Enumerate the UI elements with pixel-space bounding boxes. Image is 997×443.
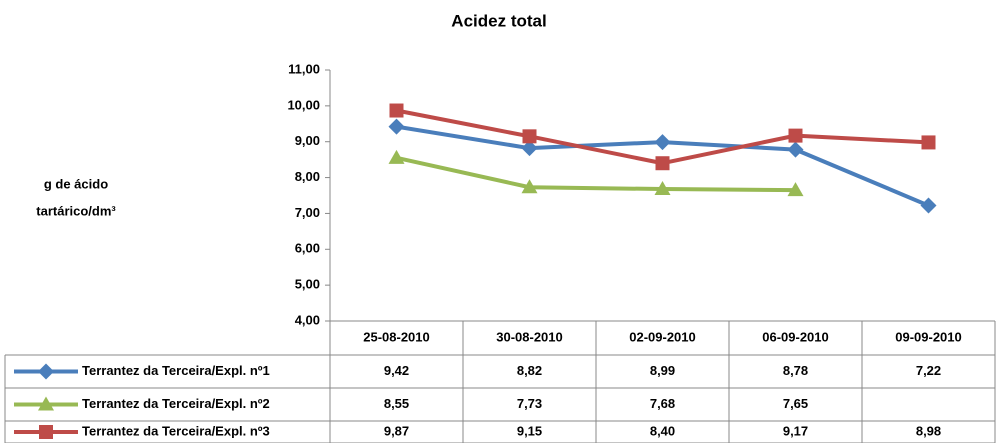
data-label: 9,87 <box>384 423 409 438</box>
marker <box>521 140 538 157</box>
data-label: 8,82 <box>517 363 542 378</box>
data-label: 8,78 <box>783 363 808 378</box>
y-tick-label: 7,00 <box>295 205 320 220</box>
marker <box>38 396 54 411</box>
marker <box>787 182 804 197</box>
x-tick-label: 06-09-2010 <box>762 329 829 344</box>
legend-label: Terrantez da Terceira/Expl. nº2 <box>82 396 270 411</box>
data-label: 9,17 <box>783 423 808 438</box>
marker <box>522 129 537 144</box>
legend-label: Terrantez da Terceira/Expl. nº3 <box>82 423 270 438</box>
y-axis-label: tartárico/dm³ <box>36 203 116 218</box>
data-label: 7,22 <box>916 363 941 378</box>
marker <box>655 156 670 171</box>
y-tick-label: 8,00 <box>295 169 320 184</box>
marker <box>39 425 53 439</box>
data-label: 7,68 <box>650 396 675 411</box>
x-tick-label: 02-09-2010 <box>629 329 696 344</box>
x-tick-label: 25-08-2010 <box>363 329 430 344</box>
marker <box>389 103 404 118</box>
marker <box>521 179 538 194</box>
x-tick-label: 30-08-2010 <box>496 329 563 344</box>
data-label: 9,15 <box>517 423 542 438</box>
y-tick-label: 4,00 <box>295 312 320 327</box>
marker <box>920 197 937 214</box>
data-label: 8,55 <box>384 396 409 411</box>
series-line <box>396 155 796 193</box>
y-tick-label: 11,00 <box>288 61 320 76</box>
y-tick-label: 6,00 <box>295 241 320 256</box>
y-tick-label: 9,00 <box>295 133 320 148</box>
chart-title: Acidez total <box>451 11 546 30</box>
y-tick-label: 10,00 <box>287 97 320 112</box>
legend-label: Terrantez da Terceira/Expl. nº1 <box>82 363 270 378</box>
marker <box>388 118 405 135</box>
data-label: 8,40 <box>650 423 675 438</box>
data-label: 7,65 <box>783 396 808 411</box>
y-tick-label: 5,00 <box>295 277 320 292</box>
marker <box>654 181 671 196</box>
data-label: 7,73 <box>517 396 542 411</box>
x-tick-label: 09-09-2010 <box>895 329 962 344</box>
y-axis-label: g de ácido <box>44 176 108 191</box>
marker <box>921 135 936 150</box>
marker <box>388 149 405 164</box>
marker <box>654 134 671 151</box>
data-label: 8,98 <box>916 423 941 438</box>
data-label: 9,42 <box>384 363 409 378</box>
marker <box>787 141 804 158</box>
marker <box>38 363 54 380</box>
marker <box>788 128 803 143</box>
data-label: 8,99 <box>650 363 675 378</box>
